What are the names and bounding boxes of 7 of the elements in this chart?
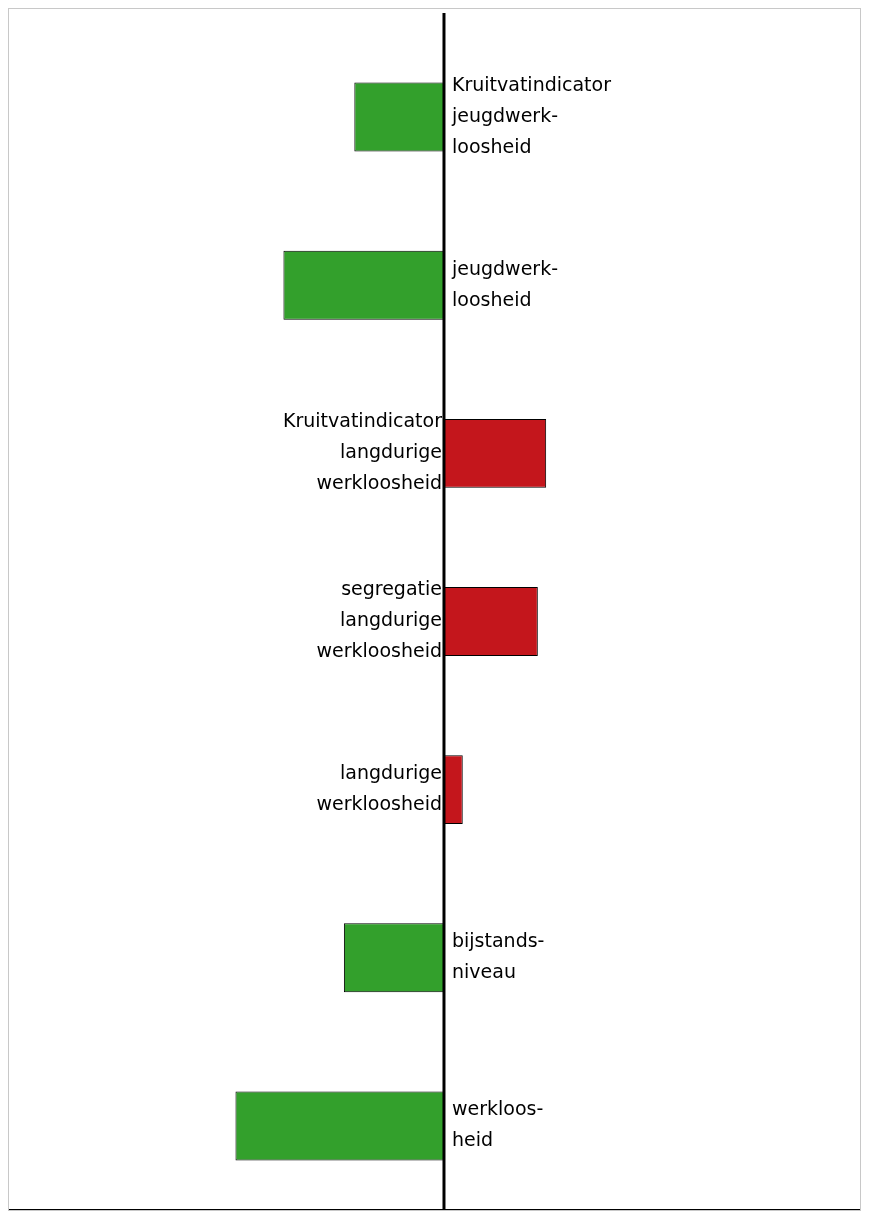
y-tick-label: Kruitvatindicator jeugdwerk- loosheid [450,73,612,158]
y-tick-label: werkloos- heid [451,1097,544,1151]
y-tick-label: bijstands- niveau [451,929,545,983]
y-tick-label: jeugdwerk- loosheid [450,256,559,310]
y-tick-label: langdurige werkloosheid [316,761,442,815]
y-tick-label: Kruitvatindicator langdurige werkloosheid [282,409,443,494]
y-tick-label: segregatie langdurige werkloosheid [316,577,442,662]
